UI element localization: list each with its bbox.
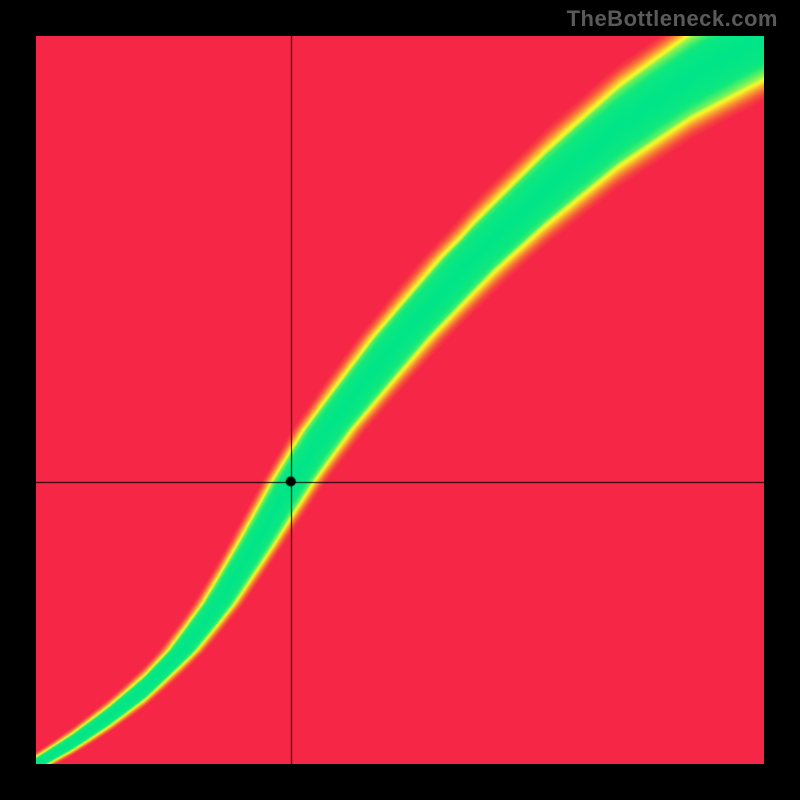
heatmap-plot-area bbox=[36, 36, 764, 764]
heatmap-canvas bbox=[36, 36, 764, 764]
watermark-text: TheBottleneck.com bbox=[567, 6, 778, 32]
